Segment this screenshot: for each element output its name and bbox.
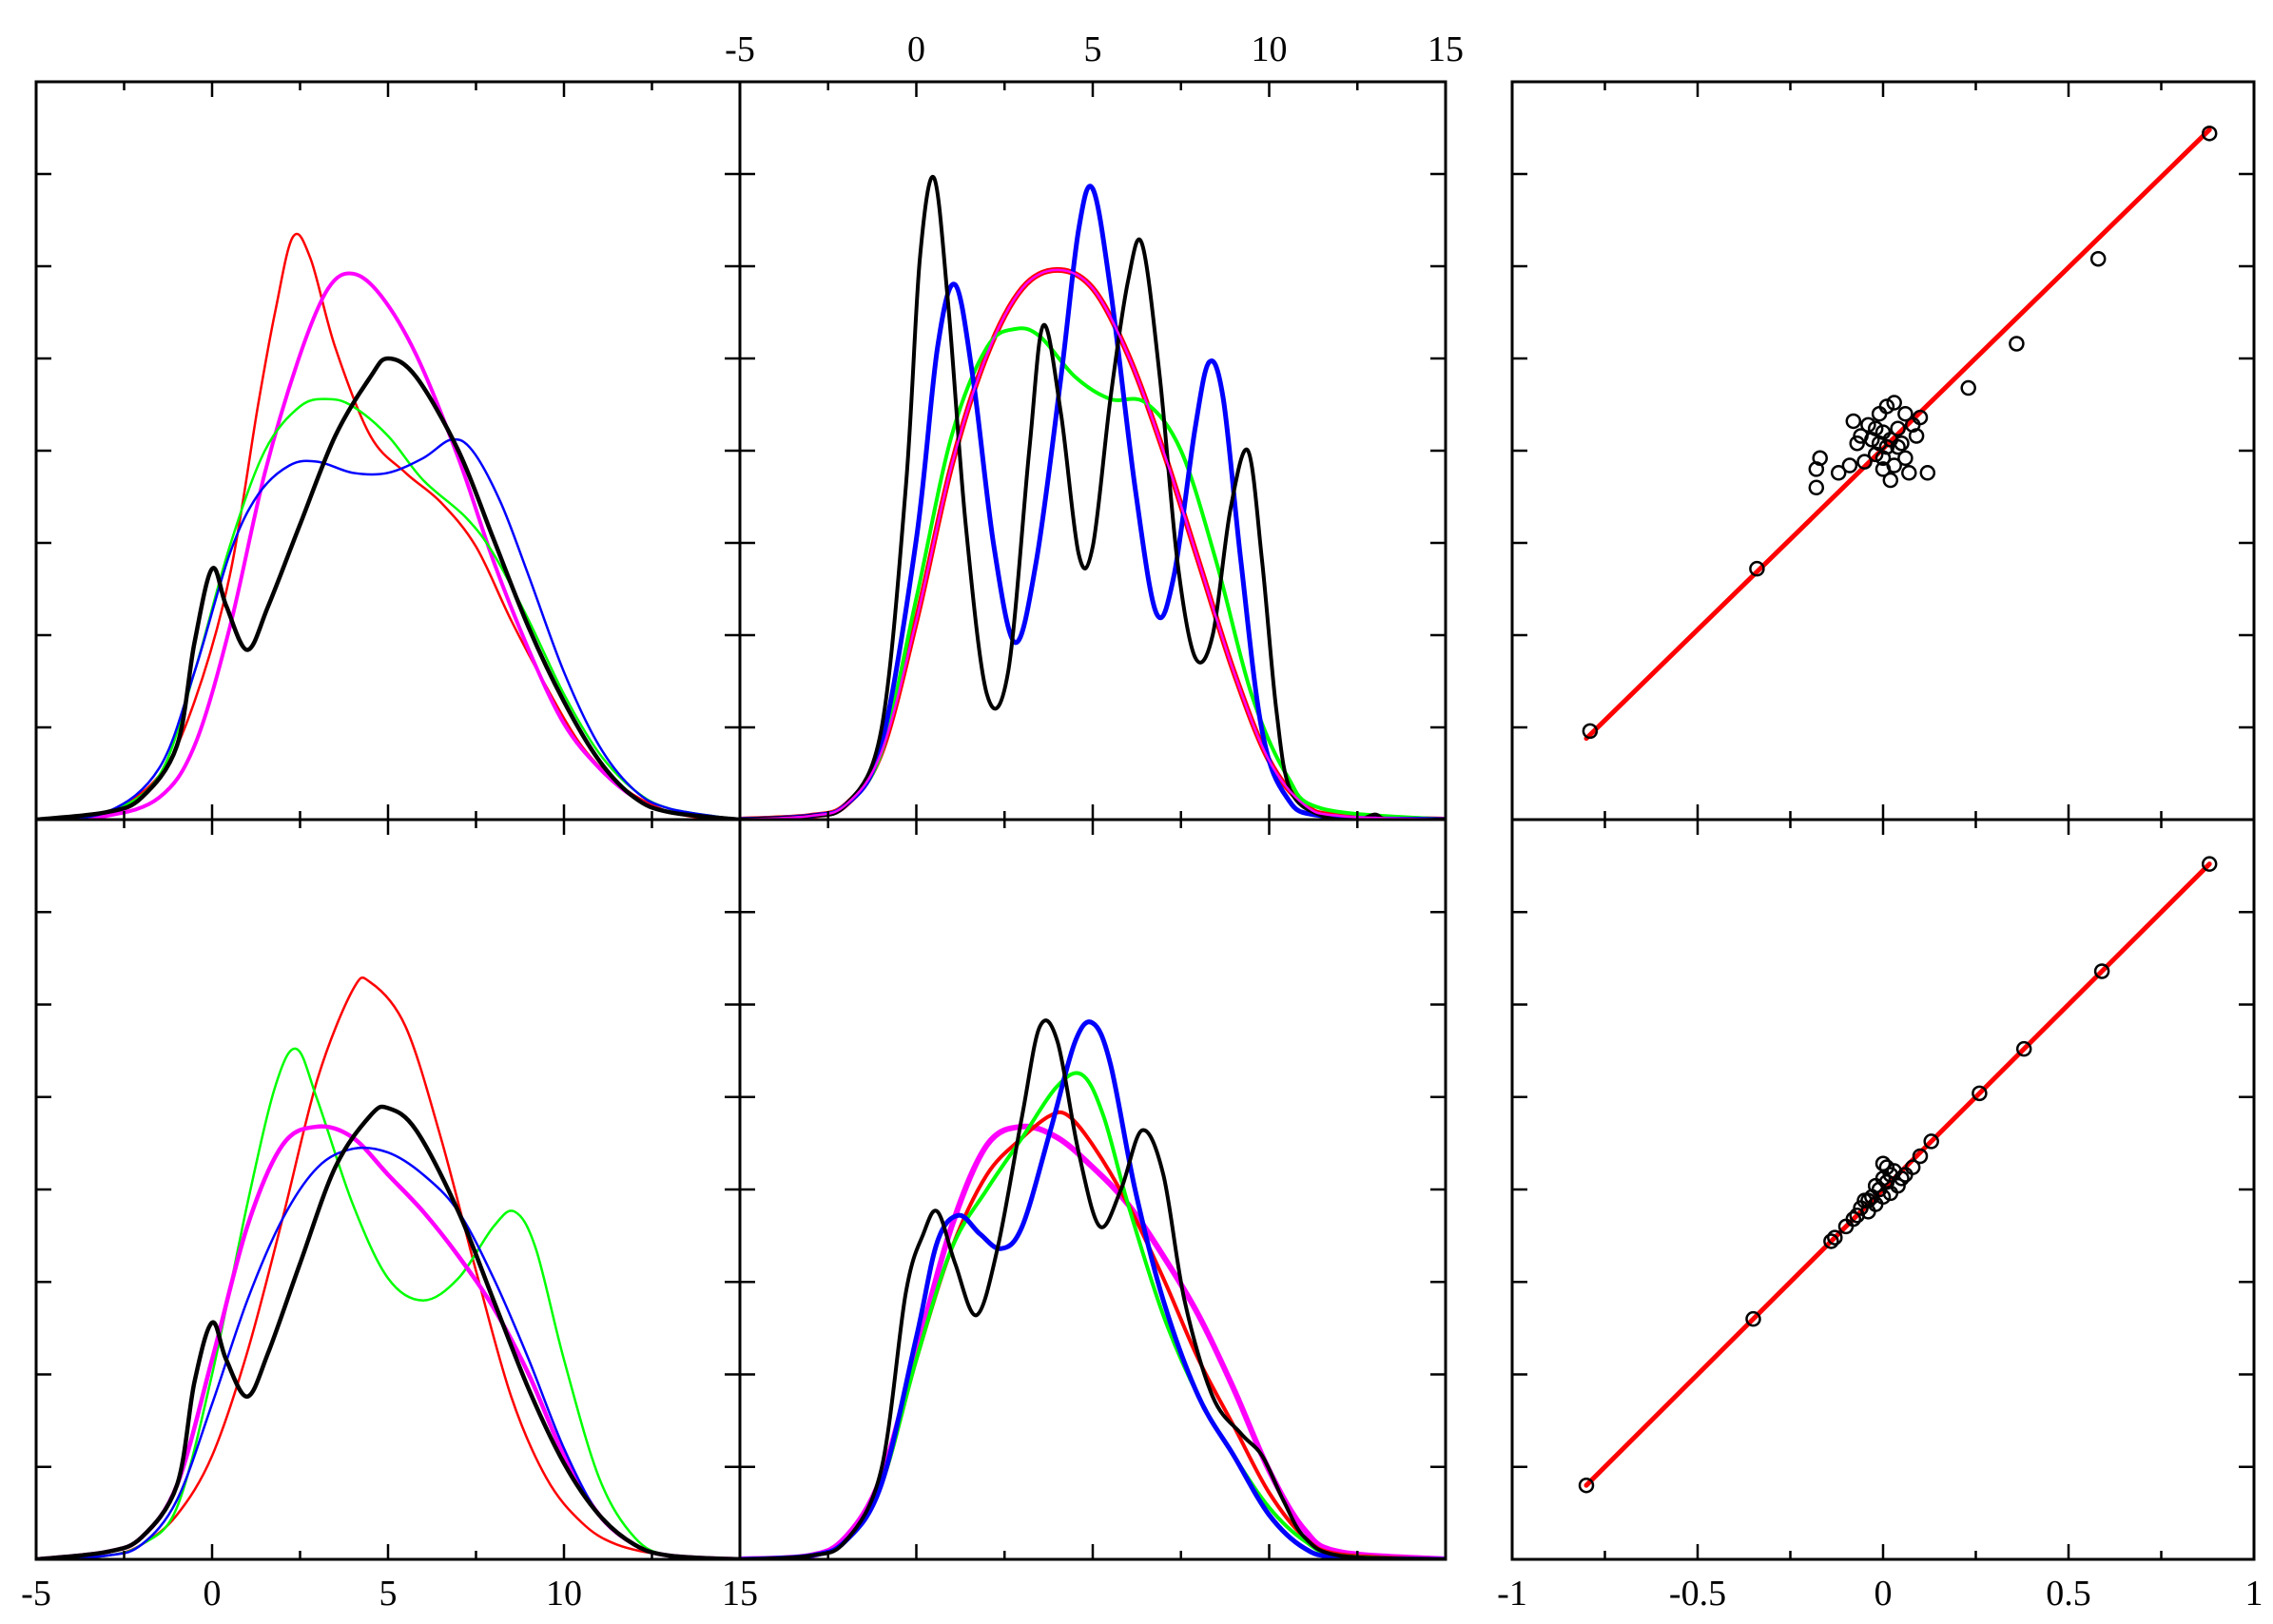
data-point: [1897, 450, 1914, 467]
data-point: [1845, 1210, 1862, 1228]
data-point: [1923, 1133, 1939, 1150]
x-tick-label: 15: [722, 1574, 758, 1614]
panel-bottom-right: -1 -0.5 0 0.5 1: [1497, 818, 2263, 1614]
data-point: [1875, 461, 1892, 477]
data-point: [1972, 1085, 1988, 1102]
data-point: [1886, 395, 1902, 411]
data-point: [1578, 1477, 1595, 1494]
data-point: [1912, 1148, 1929, 1165]
data-point: [1849, 1207, 1865, 1224]
series-line-5: [36, 356, 740, 820]
x-tick-label: 5: [1084, 29, 1102, 69]
data-point: [1908, 428, 1925, 444]
data-point: [1823, 1233, 1839, 1249]
data-point: [1867, 420, 1884, 436]
x-tick-label: 10: [546, 1574, 582, 1614]
series-line-5: [740, 268, 1446, 820]
data-point: [1871, 405, 1888, 422]
plot-area-bottom-left: [36, 976, 740, 1559]
data-point: [1875, 1155, 1892, 1172]
data-point: [2009, 336, 2025, 352]
series-line-4: [740, 1019, 1446, 1559]
data-point: [1812, 450, 1828, 467]
data-point: [1867, 1177, 1884, 1194]
data-point: [1808, 479, 1825, 496]
data-point: [1860, 1192, 1876, 1208]
data-point: [1582, 723, 1599, 740]
data-point: [2015, 1040, 2032, 1057]
panel-bottom-middle: [738, 818, 1447, 1561]
data-point: [1897, 405, 1914, 422]
x-tick-label: -5: [725, 29, 755, 69]
data-point: [1878, 438, 1895, 455]
data-point: [1849, 435, 1865, 452]
data-point: [1875, 1189, 1892, 1206]
x-tick-label: 0: [204, 1574, 222, 1614]
x-tick-label: -0.5: [1669, 1574, 1726, 1614]
series-line-3: [740, 184, 1446, 820]
x-tick-label: 10: [1252, 29, 1288, 69]
x-tick-label: 0.5: [2046, 1574, 2091, 1614]
data-point: [1749, 560, 1765, 577]
data-point: [1878, 1159, 1895, 1175]
data-point: [1841, 457, 1858, 474]
panels: -5 0 5 10 15 -5 0 5 10 15 -1 -0.5 0 0.5 1: [21, 29, 2263, 1614]
panel-top-right: [1510, 80, 2256, 822]
data-point: [2093, 963, 2110, 979]
data-point: [1882, 472, 1899, 489]
series-line-2: [36, 271, 740, 820]
series-line-1: [36, 976, 740, 1559]
data-point: [1890, 438, 1906, 455]
series-line-4: [36, 437, 740, 820]
x-tick-label: 5: [379, 1574, 398, 1614]
x-tick-label: 1: [2245, 1574, 2263, 1614]
series-line-5: [740, 1018, 1446, 1559]
x-tick-label: 0: [907, 29, 925, 69]
x-tick-label: 15: [1428, 29, 1464, 69]
data-point: [2201, 126, 2218, 142]
series-line-2: [36, 1047, 740, 1559]
panel-top-middle: -5 0 5 10 15: [725, 29, 1464, 822]
data-point: [1919, 465, 1936, 481]
panel-bottom-left: -5 0 5 10 15: [21, 818, 758, 1614]
data-point: [1901, 465, 1917, 481]
data-point: [1890, 420, 1906, 436]
data-point: [1830, 465, 1847, 481]
data-point: [1860, 416, 1876, 434]
data-point: [1894, 1170, 1910, 1187]
data-point: [1912, 409, 1929, 426]
plot-area-top-right: [1582, 126, 2218, 742]
x-tick-label: -1: [1497, 1574, 1527, 1614]
data-point: [1827, 1229, 1843, 1246]
data-point: [2089, 250, 2107, 267]
data-point: [1890, 1177, 1906, 1194]
data-point: [2201, 856, 2218, 872]
data-point: [1856, 454, 1873, 470]
x-tick-label: -5: [21, 1574, 51, 1614]
data-point: [1904, 1159, 1921, 1175]
x-tick-label: 0: [1875, 1574, 1893, 1614]
data-point: [1894, 435, 1910, 452]
series-line-4: [740, 174, 1446, 820]
plot-area-bottom-middle: [740, 1018, 1446, 1559]
data-point: [1960, 379, 1976, 396]
data-point: [1745, 1310, 1761, 1327]
series-line-5: [36, 1104, 740, 1559]
plot-area-top-middle: [740, 174, 1446, 820]
data-point: [1845, 413, 1862, 430]
plot-area-bottom-right: [1578, 856, 2218, 1494]
plot-area-top-left: [36, 232, 740, 820]
